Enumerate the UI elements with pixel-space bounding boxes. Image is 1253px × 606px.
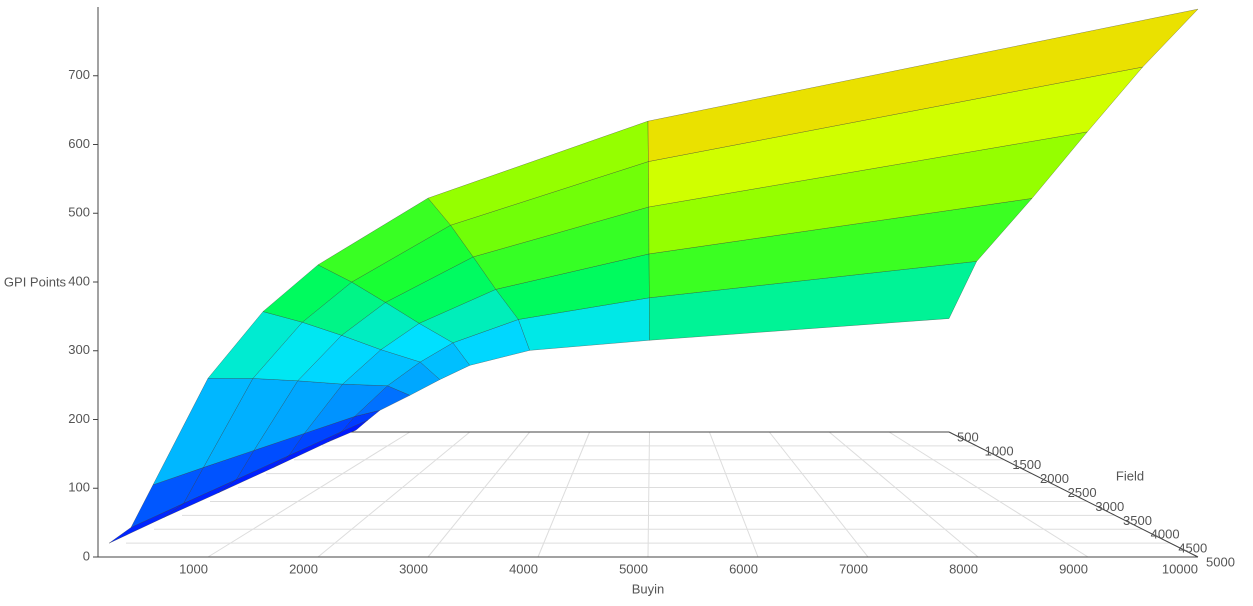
- x-tick-label: 8000: [949, 561, 978, 576]
- y-tick-label: 4000: [1151, 527, 1180, 542]
- y-tick-label: 2000: [1040, 471, 1069, 486]
- grid-line: [768, 431, 869, 558]
- y-axis: [948, 431, 1199, 558]
- z-tick-label: 0: [83, 548, 90, 563]
- grid-line: [828, 431, 979, 558]
- z-tick-label: 200: [68, 411, 90, 426]
- x-tick-label: 10000: [1162, 561, 1198, 576]
- x-tick-label: 5000: [619, 561, 648, 576]
- y-tick-label: 4500: [1178, 541, 1207, 556]
- grid-line: [207, 431, 411, 558]
- y-tick-label: 3000: [1095, 499, 1124, 514]
- x-tick-label: 7000: [839, 561, 868, 576]
- x-axis-title: Buyin: [632, 581, 665, 596]
- x-tick-label: 9000: [1059, 561, 1088, 576]
- y-tick-label: 3500: [1123, 513, 1152, 528]
- grid-line: [708, 431, 759, 558]
- z-tick-label: 700: [68, 67, 90, 82]
- z-tick-label: 400: [68, 273, 90, 288]
- surface-patch: [647, 8, 1199, 162]
- grid-line: [317, 431, 471, 558]
- y-tick-label: 2500: [1068, 485, 1097, 500]
- z-tick-label: 500: [68, 205, 90, 220]
- z-tick-label: 600: [68, 136, 90, 151]
- x-tick-label: 1000: [179, 561, 208, 576]
- y-tick-label: 500: [957, 429, 979, 444]
- grid-line: [647, 431, 650, 558]
- z-axis-title: GPI Points: [4, 274, 67, 289]
- y-tick-label: 1000: [985, 443, 1014, 458]
- y-tick-label: 5000: [1206, 554, 1235, 569]
- y-axis-title: Field: [1116, 468, 1144, 483]
- x-tick-label: 2000: [289, 561, 318, 576]
- grid-line: [427, 431, 531, 558]
- z-tick-label: 100: [68, 480, 90, 495]
- y-tick-label: 1500: [1012, 457, 1041, 472]
- grid-line: [888, 431, 1089, 558]
- x-tick-label: 3000: [399, 561, 428, 576]
- x-tick-label: 4000: [509, 561, 538, 576]
- x-tick-label: 6000: [729, 561, 758, 576]
- grid-line: [537, 431, 591, 558]
- z-tick-label: 300: [68, 342, 90, 357]
